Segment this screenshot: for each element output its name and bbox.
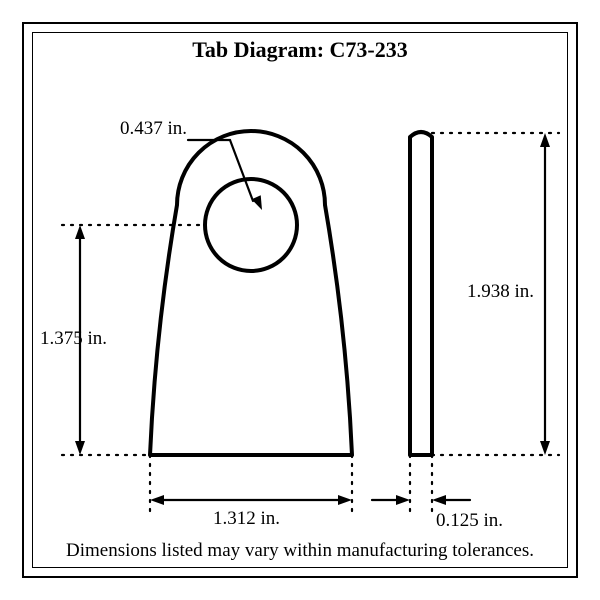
label-hole-dia: 0.437 in. (120, 118, 187, 140)
footer-note: Dimensions listed may vary within manufa… (32, 540, 568, 562)
label-thickness: 0.125 in. (436, 510, 503, 532)
label-height: 1.938 in. (467, 281, 534, 303)
page-title: Tab Diagram: C73-233 (32, 37, 568, 63)
label-hole-center: 1.375 in. (40, 328, 107, 350)
label-width: 1.312 in. (213, 508, 280, 530)
